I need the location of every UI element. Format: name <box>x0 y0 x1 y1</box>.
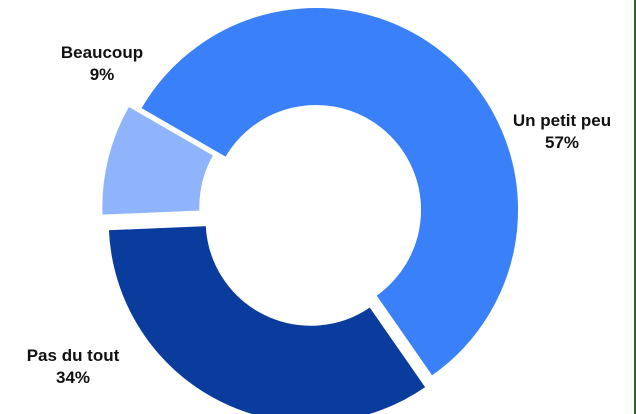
right-edge-border <box>634 0 636 414</box>
slice-label-pas-du-tout-name: Pas du tout <box>26 346 120 365</box>
slice-beaucoup <box>100 104 216 217</box>
slice-label-beaucoup-name: Beaucoup <box>60 43 144 62</box>
slice-label-pas-du-tout: Pas du tout 34% <box>8 345 138 389</box>
slice-un-petit-peu <box>138 6 520 379</box>
slice-label-un-petit-peu-name: Un petit peu <box>512 111 612 130</box>
slice-label-beaucoup: Beaucoup 9% <box>42 42 162 86</box>
slice-label-beaucoup-value: 9% <box>89 65 115 84</box>
slice-pas-du-tout <box>106 224 428 414</box>
slice-label-un-petit-peu-value: 57% <box>544 133 580 152</box>
slice-label-un-petit-peu: Un petit peu 57% <box>492 110 632 154</box>
slice-label-pas-du-tout-value: 34% <box>55 368 91 387</box>
